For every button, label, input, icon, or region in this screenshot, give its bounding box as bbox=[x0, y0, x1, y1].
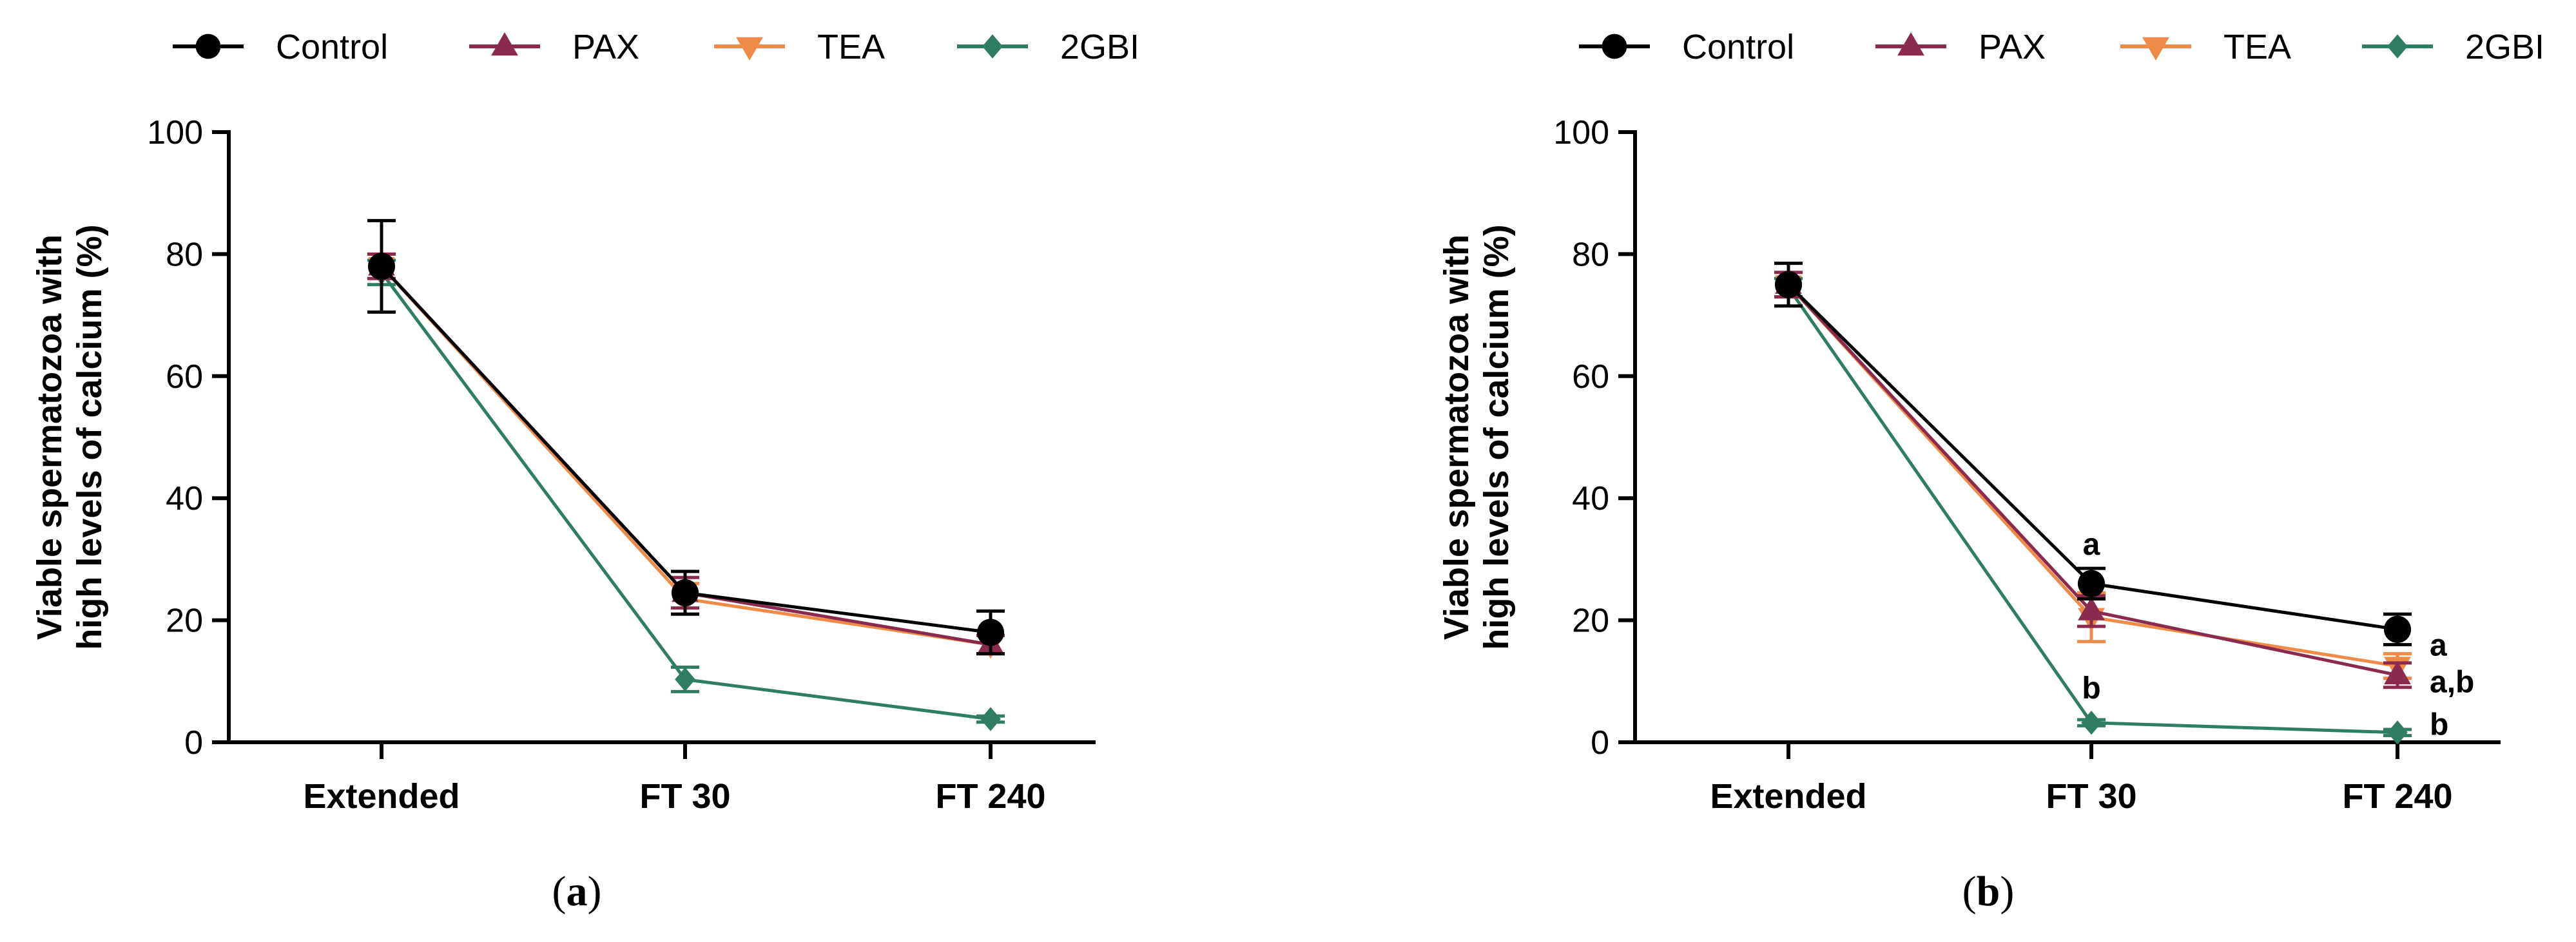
y-tick-label: 60 bbox=[166, 358, 203, 396]
panel-a: Control PAX TEA 2GBI 0 20 40 60 80 100 Extended FT … bbox=[30, 28, 1139, 915]
y-axis-title: Viable spermatozoa withhigh levels of ca… bbox=[1437, 224, 1516, 649]
panel-label-open: ( bbox=[1962, 868, 1977, 915]
panel-b: Control PAX TEA 2GBI 0 20 40 60 80 100 Extended FT … bbox=[1437, 28, 2544, 915]
panel-label-open: ( bbox=[552, 868, 567, 915]
data-point-2gbi bbox=[2081, 710, 2102, 735]
data-point-control bbox=[1774, 271, 1803, 298]
significance-label: b bbox=[2082, 671, 2100, 706]
legend-marker-pax bbox=[1897, 32, 1924, 56]
significance-label: b bbox=[2430, 708, 2448, 742]
y-tick-label: 100 bbox=[147, 114, 203, 151]
data-point-pax bbox=[2384, 660, 2411, 685]
legend-marker-2gbi bbox=[2387, 34, 2408, 59]
y-tick-label: 20 bbox=[166, 602, 203, 640]
y-tick-label: 60 bbox=[1572, 358, 1609, 396]
series-line-2gbi bbox=[1787, 287, 2398, 735]
panel-label: (a) bbox=[552, 868, 602, 915]
x-tick-label: FT 30 bbox=[639, 777, 730, 816]
y-tick-label: 100 bbox=[1553, 114, 1609, 151]
legend-label-2gbi: 2GBI bbox=[2465, 28, 2544, 66]
data-point-2gbi bbox=[675, 667, 695, 692]
series-line-2gbi bbox=[380, 271, 991, 721]
y-axis-title: Viable spermatozoa withhigh levels of ca… bbox=[30, 224, 109, 649]
legend-marker-control bbox=[195, 34, 221, 59]
data-point-2gbi bbox=[980, 707, 1001, 731]
y-axis-title-line1: Viable spermatozoa with bbox=[1437, 235, 1476, 640]
panel-label-letter: b bbox=[1977, 868, 2000, 915]
y-tick-label: 0 bbox=[184, 724, 203, 762]
y-axis-title-line2: high levels of calcium (%) bbox=[70, 224, 109, 649]
data-point-control bbox=[671, 579, 699, 607]
x-tick-label: Extended bbox=[1710, 777, 1866, 816]
legend-marker-tea bbox=[2142, 37, 2169, 61]
panel-label: (b) bbox=[1962, 868, 2015, 915]
data-point-control bbox=[976, 619, 1005, 646]
significance-label: a,b bbox=[2430, 665, 2474, 699]
panel-label-letter: a bbox=[567, 868, 588, 915]
panel-label-close: ) bbox=[588, 868, 602, 915]
data-point-2gbi bbox=[2387, 720, 2408, 745]
data-point-control bbox=[2383, 615, 2412, 643]
data-point-pax bbox=[2078, 597, 2105, 620]
panel-label-close: ) bbox=[2000, 868, 2014, 915]
legend-label-control: Control bbox=[276, 28, 388, 66]
data-point-control bbox=[367, 253, 396, 280]
y-tick-label: 40 bbox=[166, 480, 203, 517]
legend-label-tea: TEA bbox=[817, 28, 885, 66]
legend-label-tea: TEA bbox=[2223, 28, 2291, 66]
legend-label-2gbi: 2GBI bbox=[1060, 28, 1139, 66]
y-tick-label: 80 bbox=[1572, 236, 1609, 273]
significance-label: a bbox=[2083, 528, 2100, 562]
legend-label-pax: PAX bbox=[572, 28, 639, 66]
legend-marker-pax bbox=[491, 32, 518, 56]
x-tick-label: FT 240 bbox=[935, 777, 1045, 816]
x-tick-label: FT 240 bbox=[2342, 777, 2452, 816]
legend-marker-2gbi bbox=[982, 34, 1003, 59]
x-tick-label: Extended bbox=[303, 777, 460, 816]
legend-label-pax: PAX bbox=[1979, 28, 2046, 66]
y-tick-label: 40 bbox=[1572, 480, 1609, 517]
y-axis-title-line2: high levels of calcium (%) bbox=[1477, 224, 1516, 649]
significance-label: a bbox=[2430, 628, 2447, 662]
y-tick-label: 80 bbox=[166, 236, 203, 273]
y-tick-label: 20 bbox=[1572, 602, 1609, 640]
data-point-control bbox=[2077, 570, 2106, 597]
legend-label-control: Control bbox=[1682, 28, 1794, 66]
y-tick-label: 0 bbox=[1591, 724, 1609, 762]
legend-marker-control bbox=[1602, 34, 1627, 59]
x-tick-label: FT 30 bbox=[2046, 777, 2136, 816]
legend-marker-tea bbox=[736, 37, 763, 61]
y-axis-title-line1: Viable spermatozoa with bbox=[30, 235, 69, 640]
